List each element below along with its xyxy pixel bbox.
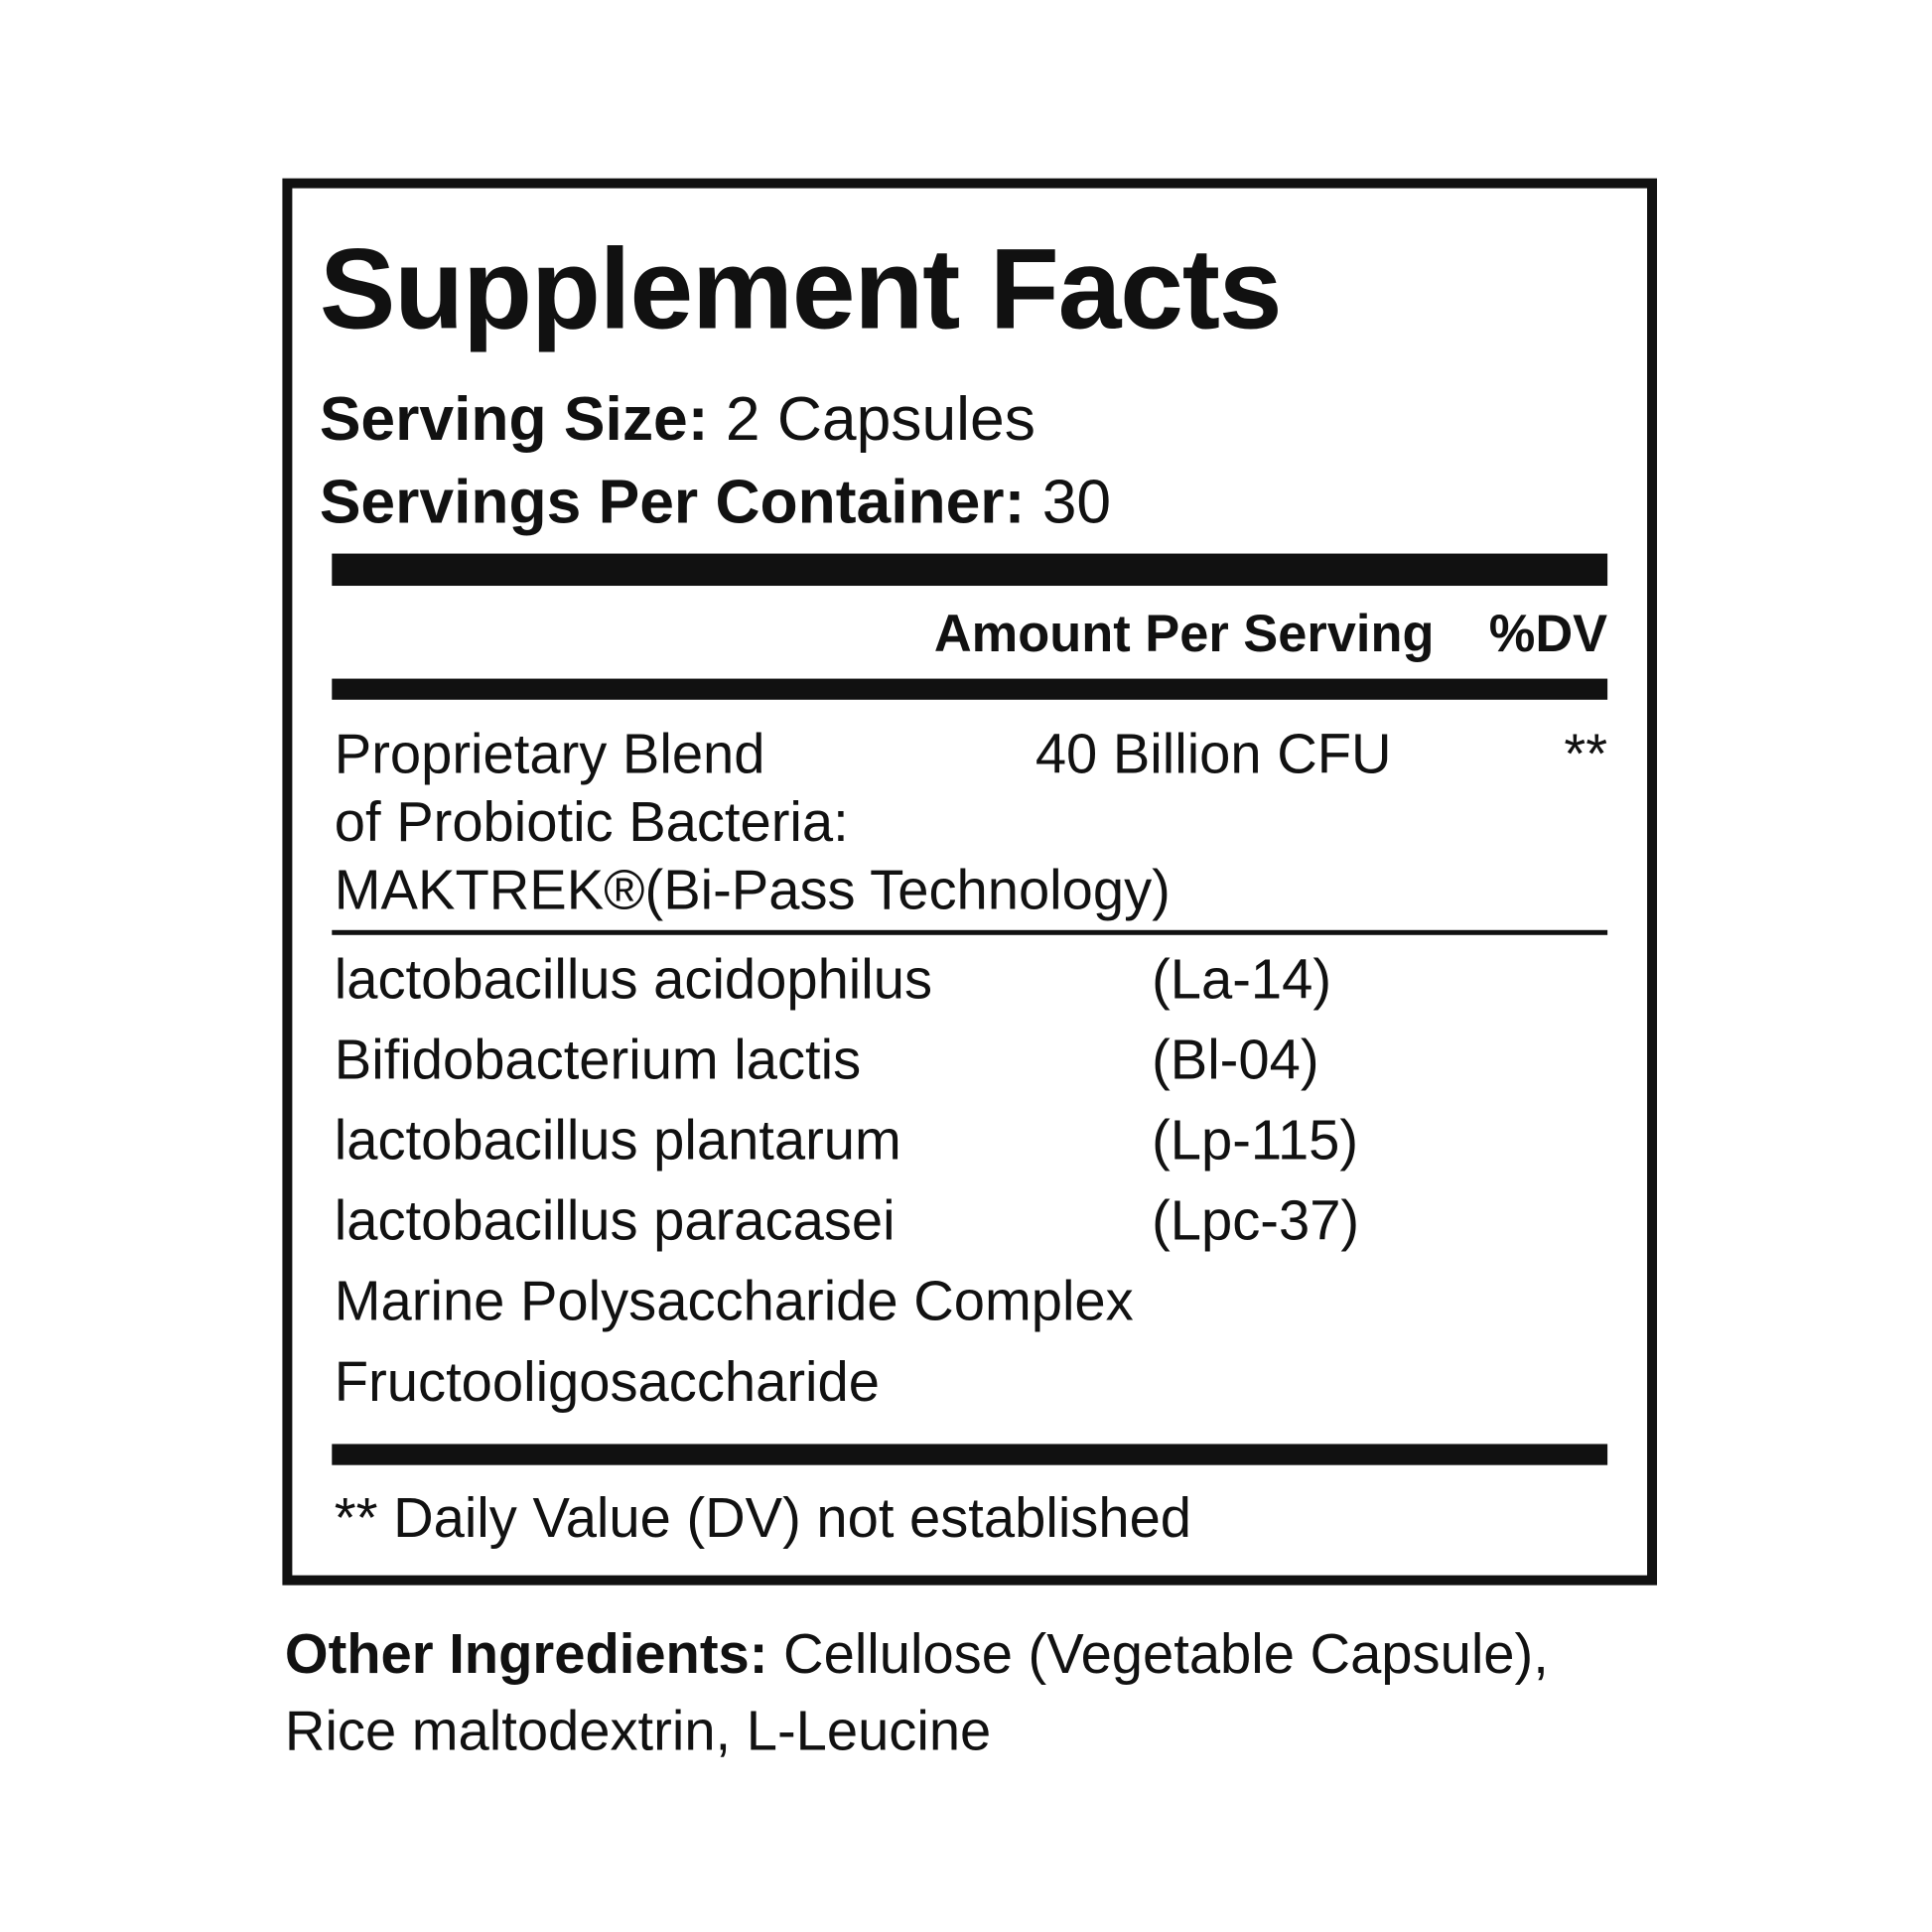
facts-panel-border (282, 178, 1658, 1586)
thick-divider (332, 553, 1608, 587)
ingredient-strain: (Lp-115) (1152, 1108, 1359, 1173)
serving-size-label: Serving Size: (319, 383, 709, 454)
divider (332, 678, 1608, 700)
blend-line: Proprietary Blend (334, 722, 765, 785)
ingredient-strain: (Bl-04) (1152, 1028, 1319, 1091)
ingredient-strain: (Lpc-37) (1152, 1188, 1360, 1253)
serving-size-value: 2 Capsules (725, 383, 1035, 454)
divider (332, 1444, 1608, 1465)
page-title: Supplement Facts (319, 226, 1283, 353)
other-ingredients-line1: Cellulose (Vegetable Capsule), (783, 1622, 1549, 1686)
servings-per-container: Servings Per Container: 30 (320, 471, 1111, 532)
blend-line: MAKTREK®(Bi-Pass Technology) (334, 858, 1171, 922)
other-ingredients-line2: Rice maltodextrin, L-Leucine (284, 1699, 992, 1763)
servings-per-container-label: Servings Per Container: (319, 467, 1026, 537)
blend-amount: 40 Billion CFU (1035, 722, 1392, 785)
ingredient-strain: (La-14) (1152, 947, 1332, 1011)
thin-divider (332, 929, 1608, 935)
servings-per-container-value: 30 (1041, 467, 1112, 537)
other-ingredients: Other Ingredients: Cellulose (Vegetable … (285, 1626, 1549, 1682)
blend-line: of Probiotic Bacteria: (334, 789, 849, 854)
ingredient-name: lactobacillus acidophilus (334, 947, 933, 1011)
ingredient-name: Bifidobacterium lactis (334, 1028, 862, 1091)
dv-header: %DV (1488, 604, 1608, 663)
ingredient-name: Marine Polysaccharide Complex (334, 1269, 1134, 1333)
other-ingredients-label: Other Ingredients: (284, 1622, 768, 1686)
blend-dv: ** (1564, 722, 1608, 785)
ingredient-name: lactobacillus plantarum (334, 1108, 901, 1173)
ingredient-name: Fructooligosaccharide (334, 1349, 880, 1414)
ingredient-name: lactobacillus paracasei (334, 1188, 896, 1253)
footnote: ** Daily Value (DV) not established (334, 1485, 1192, 1550)
serving-size: Serving Size: 2 Capsules (320, 387, 1035, 449)
amount-per-serving-header: Amount Per Serving (933, 604, 1435, 663)
